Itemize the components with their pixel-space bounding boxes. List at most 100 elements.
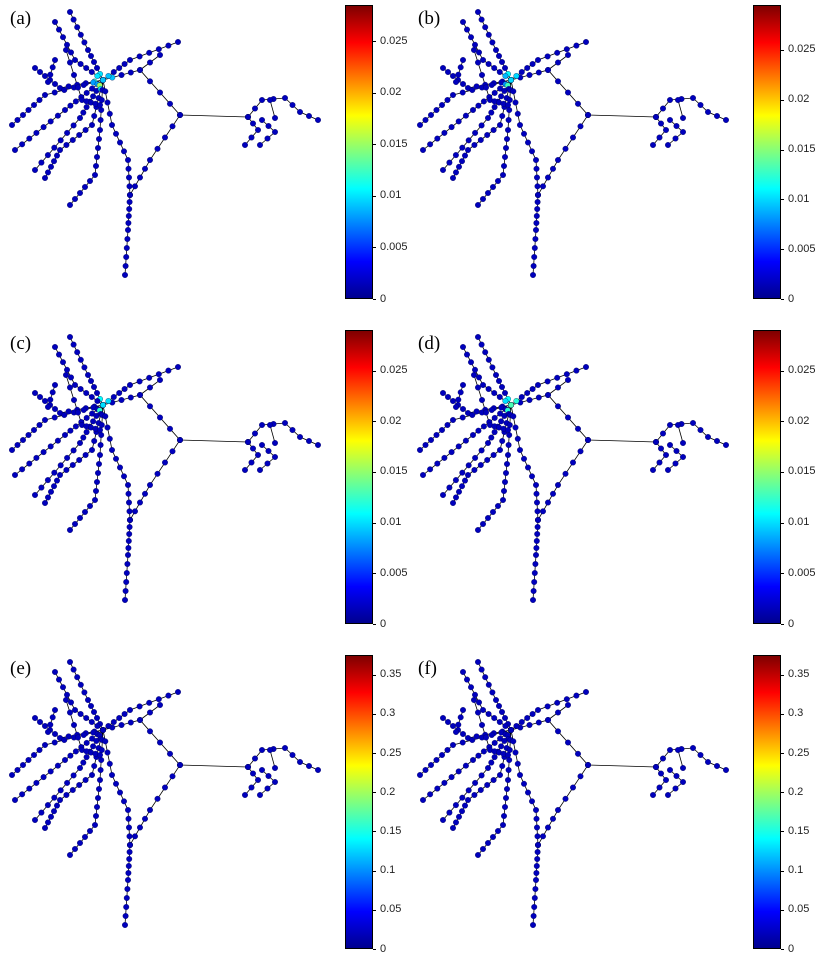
network-node — [137, 717, 143, 723]
network-node — [501, 488, 507, 494]
network-node — [155, 371, 162, 378]
network-node — [563, 46, 570, 53]
network-node — [667, 117, 673, 123]
network-node — [154, 795, 161, 802]
panel-label: (f) — [418, 658, 437, 679]
colorbar-tick-label: 0 — [380, 292, 387, 305]
network-node — [122, 597, 128, 603]
network-node — [531, 245, 538, 251]
network-node — [63, 142, 70, 148]
colorbar-tick-label: 0.01 — [788, 192, 810, 205]
network-node — [665, 142, 671, 148]
network-node — [672, 135, 679, 142]
network-node — [37, 69, 43, 75]
network-node — [482, 349, 489, 356]
network-node — [257, 792, 263, 798]
colorbar-tick-label: 0.005 — [788, 566, 816, 579]
network-node — [52, 669, 58, 675]
panel-c: (c) 0 0.005 0.01 0.015 0.02 0.025 — [0, 325, 408, 645]
network-node — [462, 762, 469, 769]
network-node — [570, 134, 576, 141]
network-node — [132, 508, 138, 515]
network-node — [452, 152, 459, 159]
network-node — [67, 752, 74, 759]
network-node — [491, 390, 498, 396]
network-node — [441, 129, 448, 136]
network-node — [64, 366, 70, 373]
network-node — [125, 807, 131, 813]
network-node — [498, 93, 505, 100]
network-node — [476, 699, 482, 706]
network-node — [484, 457, 491, 463]
network-node — [57, 462, 64, 469]
network-node — [49, 389, 56, 396]
colorbar-tick-label: 0.25 — [788, 746, 810, 759]
network-node — [105, 723, 112, 729]
network-node — [85, 47, 91, 53]
network-node — [126, 531, 133, 537]
network-node — [315, 442, 321, 448]
network-node — [94, 73, 101, 79]
network-node — [70, 772, 77, 779]
network-node — [175, 364, 181, 370]
network-node — [505, 102, 511, 108]
network-node — [480, 846, 486, 852]
colorbar-tick-mark — [781, 199, 784, 201]
network-node — [94, 804, 100, 810]
colorbar-tick-label: 0.005 — [380, 240, 408, 253]
network-node — [667, 747, 673, 753]
network-node — [67, 852, 73, 858]
network-node — [48, 813, 54, 820]
network-node — [121, 386, 128, 392]
network-node — [42, 398, 48, 404]
network-node — [653, 439, 659, 445]
network-node — [460, 731, 466, 737]
network-node — [147, 59, 153, 66]
network-node — [433, 757, 440, 763]
network-node — [282, 420, 288, 426]
network-node — [147, 482, 153, 488]
network-edge — [587, 114, 657, 118]
network-node — [155, 696, 162, 703]
network-node — [93, 163, 99, 169]
network-node — [489, 364, 496, 371]
network-node — [714, 763, 720, 769]
network-node — [534, 508, 541, 515]
network-node — [502, 715, 508, 721]
network-node — [51, 144, 58, 151]
network-node — [118, 722, 125, 728]
network-node — [98, 432, 105, 438]
network-edge — [102, 404, 131, 521]
network-node — [54, 112, 61, 119]
network-node — [177, 112, 183, 118]
network-node — [460, 406, 466, 412]
network-node — [533, 227, 539, 233]
panel-a: (a) 0 0.005 0.01 0.015 0.02 0.025 — [0, 0, 408, 320]
network-node — [44, 152, 51, 159]
network-node — [555, 728, 561, 735]
network-node — [125, 482, 131, 488]
network-node — [297, 109, 303, 115]
network-node — [485, 115, 491, 121]
network-node — [441, 454, 448, 461]
network-node — [250, 770, 256, 777]
network-edge — [102, 729, 131, 846]
colorbar — [753, 655, 781, 949]
network-node — [289, 102, 296, 108]
network-node — [499, 113, 506, 119]
network-node — [484, 132, 491, 138]
network-node — [673, 123, 680, 129]
network-node — [42, 742, 48, 748]
network-node — [272, 779, 278, 785]
network-node — [72, 98, 79, 105]
colorbar-tick-mark — [781, 99, 784, 101]
network-node — [36, 747, 43, 753]
network-node — [496, 719, 503, 725]
network-node — [427, 791, 434, 798]
network-node — [530, 263, 537, 269]
colorbar-tick-mark — [781, 949, 784, 950]
network-node — [89, 772, 95, 778]
network-node — [545, 499, 551, 506]
network-node — [502, 398, 509, 404]
network-node — [126, 508, 133, 515]
